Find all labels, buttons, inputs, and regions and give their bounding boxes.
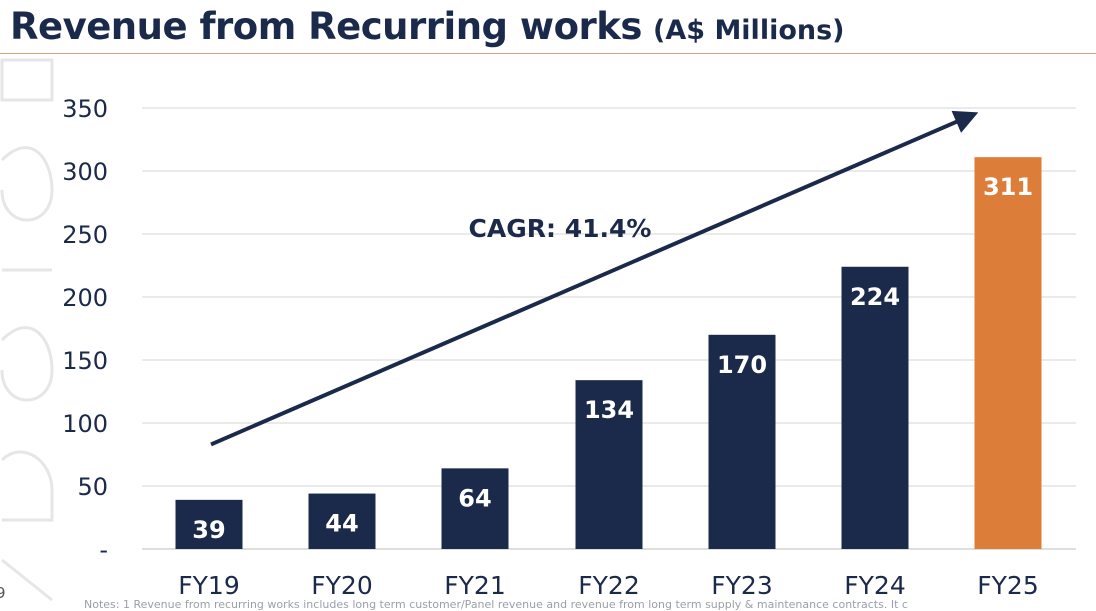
value-label-fy24: 224 xyxy=(850,283,900,311)
cagr-annotation: CAGR: 41.4% xyxy=(469,214,652,243)
value-label-fy25: 311 xyxy=(983,173,1033,201)
bar-fy20 xyxy=(308,493,376,549)
bar-fy22 xyxy=(575,380,643,549)
x-tick-label-fy24: FY24 xyxy=(844,571,905,600)
x-tick-label-fy25: FY25 xyxy=(977,571,1038,600)
page-title: Revenue from Recurring works (A$ Million… xyxy=(10,0,845,58)
bar-fy19 xyxy=(175,499,243,549)
bar-fy24 xyxy=(841,266,909,549)
value-label-fy21: 64 xyxy=(458,484,491,512)
y-tick-label-350: 350 xyxy=(62,95,108,123)
value-label-fy23: 170 xyxy=(717,351,767,379)
value-label-fy19: 39 xyxy=(192,516,225,544)
bar-fy21 xyxy=(441,468,509,549)
x-tick-label-fy19: FY19 xyxy=(178,571,239,600)
y-tick-label-300: 300 xyxy=(62,158,108,186)
page-number: 9 xyxy=(0,584,6,602)
bar-fy23 xyxy=(708,334,776,549)
x-tick-label-fy20: FY20 xyxy=(311,571,372,600)
y-tick-label-150: 150 xyxy=(62,347,108,375)
bar-fy25 xyxy=(974,157,1042,549)
cagr-arrow xyxy=(210,110,979,447)
title-divider xyxy=(0,53,1096,54)
value-label-fy20: 44 xyxy=(325,510,358,538)
page-title-unit: (A$ Millions) xyxy=(653,15,845,46)
footnote: Notes: 1 Revenue from recurring works in… xyxy=(84,598,908,611)
y-tick-label-0: - xyxy=(99,536,108,564)
x-tick-label-fy23: FY23 xyxy=(711,571,772,600)
y-tick-label-50: 50 xyxy=(77,473,108,501)
page-title-main: Revenue from Recurring works xyxy=(10,5,642,48)
watermark-logo-graphic xyxy=(0,58,54,602)
y-tick-label-100: 100 xyxy=(62,410,108,438)
value-label-fy22: 134 xyxy=(584,396,634,424)
y-tick-label-200: 200 xyxy=(62,284,108,312)
x-tick-label-fy21: FY21 xyxy=(444,571,505,600)
y-tick-label-250: 250 xyxy=(62,221,108,249)
x-tick-label-fy22: FY22 xyxy=(578,571,639,600)
